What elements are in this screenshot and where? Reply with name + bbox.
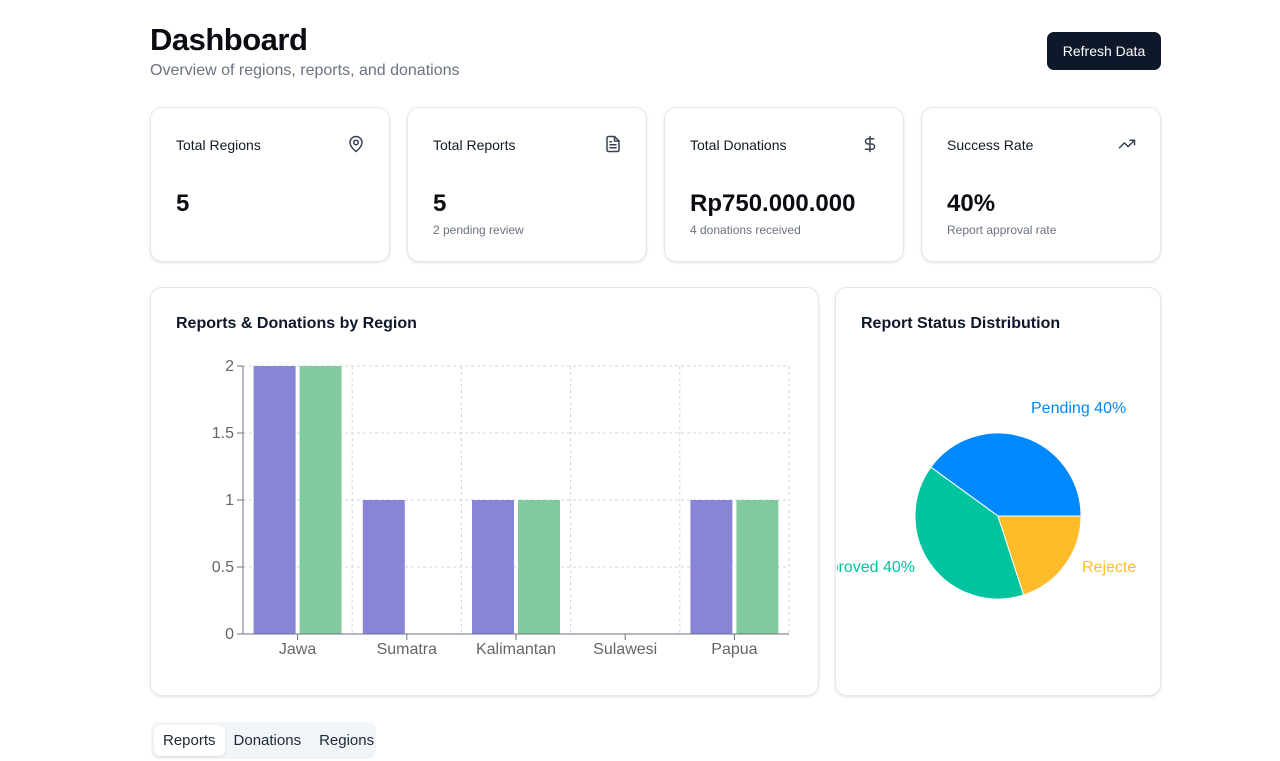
bar-chart-card: Reports & Donations by Region 0 0.5 1 1.5 2 J… xyxy=(150,287,819,696)
tab-donations[interactable]: Donations xyxy=(233,732,302,749)
bar xyxy=(736,500,779,634)
file-text-icon xyxy=(606,135,620,153)
pie-slice xyxy=(997,515,1082,596)
stat-value: 5 xyxy=(176,190,190,217)
stat-card-success-rate: Success Rate 40% Report approval rate xyxy=(921,107,1161,262)
stat-label: Total Regions xyxy=(176,137,261,153)
x-tick-label: Sulawesi xyxy=(593,641,657,658)
bar xyxy=(518,500,560,634)
pie-chart: Pending 40% Approved 40% Rejected 20% xyxy=(836,400,1160,600)
stat-card-total-donations: Total Donations Rp750.000.000 4 donation… xyxy=(664,107,904,262)
bar-chart: 0 0.5 1 1.5 2 Jawa Sumatra Kalimantan Sulawesi Pa… xyxy=(212,358,790,658)
dollar-icon xyxy=(864,135,876,153)
x-tick-label: Papua xyxy=(711,641,757,658)
tab-regions[interactable]: Regions xyxy=(319,732,375,749)
refresh-data-button[interactable]: Refresh Data xyxy=(1047,32,1161,70)
y-tick-label: 2 xyxy=(225,358,234,375)
pie-slice xyxy=(930,432,1082,517)
y-tick-label: 0.5 xyxy=(212,559,234,576)
bar xyxy=(253,366,296,634)
stat-hint: 4 donations received xyxy=(690,223,801,237)
stat-value: Rp750.000.000 xyxy=(690,190,856,217)
pie-chart-title: Report Status Distribution xyxy=(861,315,1061,332)
bar xyxy=(690,500,733,634)
stat-card-total-regions: Total Regions 5 xyxy=(150,107,390,262)
tab-reports[interactable]: Reports xyxy=(154,725,225,756)
y-tick-label: 1.5 xyxy=(212,425,234,442)
stat-label: Success Rate xyxy=(947,137,1034,153)
x-tick-label: Kalimantan xyxy=(476,641,556,658)
pie-slice-label: Pending 40% xyxy=(1031,400,1126,417)
y-tick-label: 0 xyxy=(225,626,234,643)
tab-list: Reports Donations Regions xyxy=(151,722,376,759)
stat-label: Total Reports xyxy=(433,137,516,153)
page-title: Dashboard xyxy=(150,22,308,57)
y-tick-label: 1 xyxy=(225,492,234,509)
stat-card-total-reports: Total Reports 5 2 pending review xyxy=(407,107,647,262)
trending-up-icon xyxy=(1118,139,1136,149)
map-pin-icon xyxy=(349,135,363,153)
page-subtitle: Overview of regions, reports, and donati… xyxy=(150,62,460,79)
bar-chart-title: Reports & Donations by Region xyxy=(176,315,417,332)
x-tick-label: Sumatra xyxy=(377,641,438,658)
page-header: Dashboard Overview of regions, reports, … xyxy=(150,22,1161,82)
x-tick-label: Jawa xyxy=(279,641,316,658)
stat-hint: Report approval rate xyxy=(947,223,1057,237)
stat-label: Total Donations xyxy=(690,137,787,153)
pie-slice xyxy=(914,466,1025,600)
bar xyxy=(299,366,342,634)
bar xyxy=(472,500,514,634)
stat-hint: 2 pending review xyxy=(433,223,524,237)
pie-slice-label: Rejected 20% xyxy=(1082,559,1160,576)
stat-value: 40% xyxy=(947,190,996,217)
pie-chart-card: Report Status Distribution Pending 40% Ap… xyxy=(835,287,1161,696)
bar xyxy=(362,500,405,634)
pie-slice-label: Approved 40% xyxy=(836,559,915,576)
stat-value: 5 xyxy=(433,190,447,217)
